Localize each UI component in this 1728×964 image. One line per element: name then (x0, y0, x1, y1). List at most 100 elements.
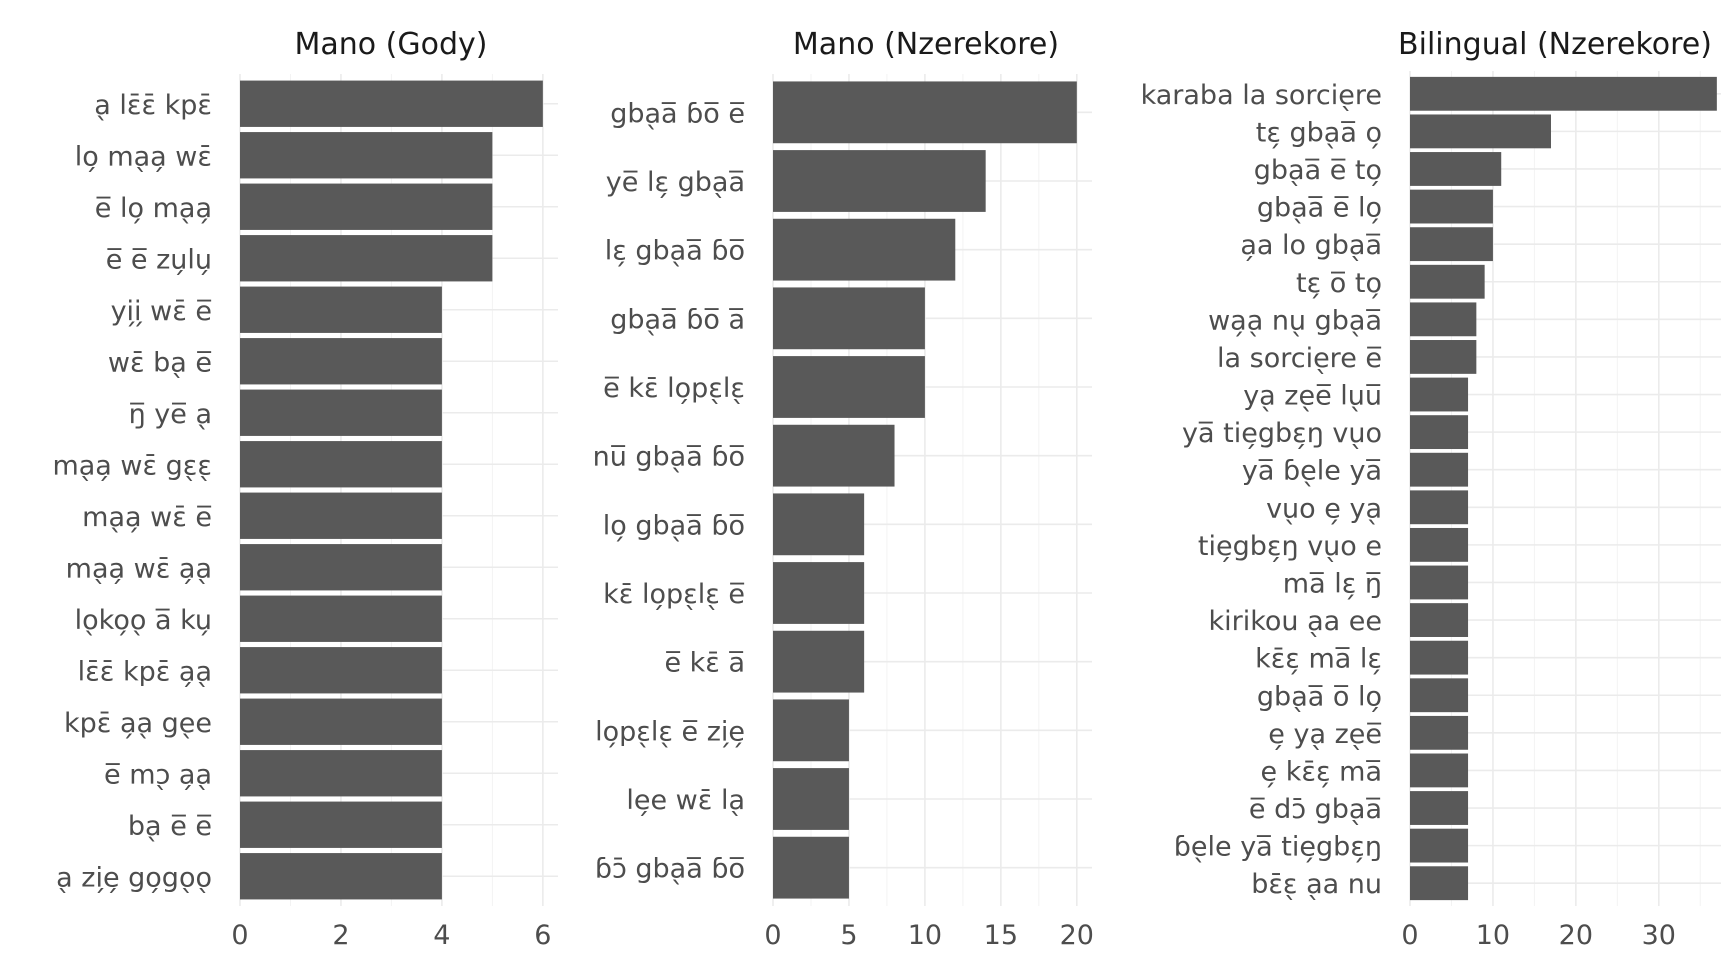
bar (1410, 76, 1717, 111)
x-tick-label: 10 (908, 920, 942, 951)
category-label: tɛ̗ o̅ to̗ (1296, 268, 1382, 299)
bar (1410, 866, 1469, 901)
category-label: kirikou a̖a ee (1208, 606, 1382, 637)
bar (1410, 715, 1469, 750)
category-label: ma̖a̗ wɛ̄ gɛ̖ɛ̖ (52, 450, 212, 481)
category-label: la sorcie̖re e̅ (1217, 343, 1382, 374)
category-label: nu̅ gba̖a̅ ɓo̅ (593, 442, 745, 473)
category-label: karaba la sorcie̖re (1141, 80, 1382, 111)
x-tick-labels: 0 10 20 30 (1401, 920, 1676, 951)
bar (240, 544, 442, 591)
category-label: ɓe̖le ya̅ tie̗gbɛ̗ŋ (1174, 832, 1382, 863)
bar (240, 492, 442, 539)
category-label: ba̖ e̅ e̅ (128, 811, 212, 842)
bar (773, 562, 865, 624)
category-label: e̗ kɛ̄ɛ̗ ma̅ (1261, 756, 1382, 787)
bar (773, 699, 849, 762)
category-label: kpɛ̄ a̗a̖ ge̖e (64, 708, 212, 739)
x-tick-label: 0 (764, 920, 781, 951)
bar (1410, 603, 1469, 637)
category-label: wa̗a̖ nu̖ gba̖a̅ (1208, 305, 1382, 336)
category-labels: gba̖a̅ ɓo̅ e̅ ye̅ lɛ̗ gba̖a̅ lɛ̗ gba̖a̅ ɓo… (593, 98, 745, 884)
category-labels: karaba la sorcie̖re tɛ̗ gba̖a̅ o̗ gba̖a̅ e… (1141, 80, 1382, 900)
bar (240, 338, 442, 385)
category-label: e̗ ya̖ ze̖e̅ (1268, 719, 1382, 750)
category-label: le̗e wɛ̄ la̖ (626, 785, 745, 816)
bar (773, 81, 1077, 144)
bar (1410, 490, 1469, 525)
x-tick-label: 30 (1642, 920, 1676, 951)
category-label: a̖ lɛ̄ɛ̄ kpɛ̄ (94, 90, 212, 121)
x-tick-label: 0 (231, 920, 248, 951)
category-label: e̅ kɛ̄ a̅ (664, 648, 745, 679)
panel-title: Mano (Nzerekore) (793, 27, 1059, 62)
bar (240, 286, 442, 333)
bars (240, 80, 543, 900)
category-label: e̅ lo̗ ma̖a̗ (95, 193, 212, 224)
bars (773, 81, 1077, 899)
bar (1410, 152, 1502, 186)
bar (1410, 189, 1493, 224)
bar (1410, 340, 1477, 374)
category-labels: a̖ lɛ̄ɛ̄ kpɛ̄ lo̗ ma̖a̗ wɛ̄ e̅ lo̗ ma̖a̗ e̅… (52, 90, 212, 894)
category-label: lo̗ gba̖a̅ ɓo̅ (603, 510, 745, 541)
bar (1410, 565, 1469, 600)
panel-bilingual-nzerekore: Bilingual (Nzerekore) karaba la sorcie̖r… (1141, 27, 1721, 951)
bar (1410, 828, 1469, 863)
bar (240, 801, 442, 848)
bar (773, 150, 986, 212)
panel-title: Bilingual (Nzerekore) (1398, 27, 1712, 62)
bar (1410, 753, 1469, 788)
category-label: kɛ̄ɛ̗ ma̅ lɛ̗ (1255, 644, 1382, 675)
bar (240, 183, 493, 230)
bar (240, 595, 442, 642)
category-label: ye̅ lɛ̗ gba̖a̅ (606, 167, 745, 198)
bar (1410, 264, 1485, 299)
panel-mano-gody: Mano (Gody) a̖ lɛ̄ɛ̄ kpɛ̄ lo̗ ma̖a̗ wɛ̄ e̅… (52, 27, 558, 951)
bars (1410, 76, 1717, 901)
bar (773, 836, 849, 899)
x-tick-label: 10 (1476, 920, 1510, 951)
x-tick-label: 20 (1559, 920, 1593, 951)
panel-mano-nzerekore: Mano (Nzerekore) gba̖a̅ ɓo̅ e̅ ye̅ lɛ̗ gb… (593, 27, 1094, 951)
bar (773, 356, 925, 418)
category-label: lɛ̗ gba̖a̅ ɓo̅ (605, 236, 745, 267)
bar (773, 287, 925, 350)
bar (1410, 527, 1469, 562)
category-label: a̖ zi̗e̗ go̗go̖o̖ (56, 862, 212, 893)
category-label: ŋ̅ ye̅ a̖ (129, 399, 212, 430)
bar (240, 750, 442, 797)
category-label: ma̅ lɛ̗ ŋ̅ (1283, 568, 1382, 599)
bar (1410, 791, 1469, 825)
category-label: yi̗i̗ wɛ̄ e̅ (111, 296, 212, 327)
bar (1410, 678, 1469, 713)
x-tick-label: 2 (332, 920, 349, 951)
category-label: lɛ̄ɛ̄ kpɛ̄ a̗a̖ (78, 656, 212, 687)
x-tick-labels: 0 5 10 15 20 (764, 920, 1094, 951)
x-tick-labels: 0 2 4 6 (231, 920, 551, 951)
bar (240, 80, 543, 127)
bar (1410, 640, 1469, 675)
bar (240, 235, 493, 282)
category-label: lo̗pɛ̖lɛ̖ e̅ zi̗e̗ (595, 716, 745, 747)
panel-title: Mano (Gody) (295, 27, 488, 62)
category-label: bɛ̄ɛ̖ a̖a nu (1251, 869, 1382, 900)
x-tick-label: 6 (534, 920, 551, 951)
category-label: ya̖ ze̖e̅ lu̖u̅ (1243, 381, 1382, 412)
category-label: vu̖o e̗ ya̖ (1266, 493, 1382, 524)
bar (240, 441, 442, 488)
bar (773, 424, 895, 487)
category-label: gba̖a̅ e̅ lo̗ (1257, 193, 1382, 224)
bar (240, 389, 442, 436)
category-label: tie̗gbɛ̗ŋ vu̖o e (1198, 531, 1382, 562)
bar (1410, 302, 1477, 337)
category-label: ma̖a̗ wɛ̄ e̅ (82, 502, 212, 533)
category-label: ma̖a̗ wɛ̄ a̗a̖ (66, 553, 212, 584)
x-tick-label: 15 (984, 920, 1018, 951)
bar (1410, 452, 1469, 487)
category-label: lo̗ ma̖a̗ wɛ̄ (75, 141, 212, 172)
x-tick-label: 0 (1401, 920, 1418, 951)
category-label: a̗a lo gba̖a̅ (1240, 230, 1382, 261)
